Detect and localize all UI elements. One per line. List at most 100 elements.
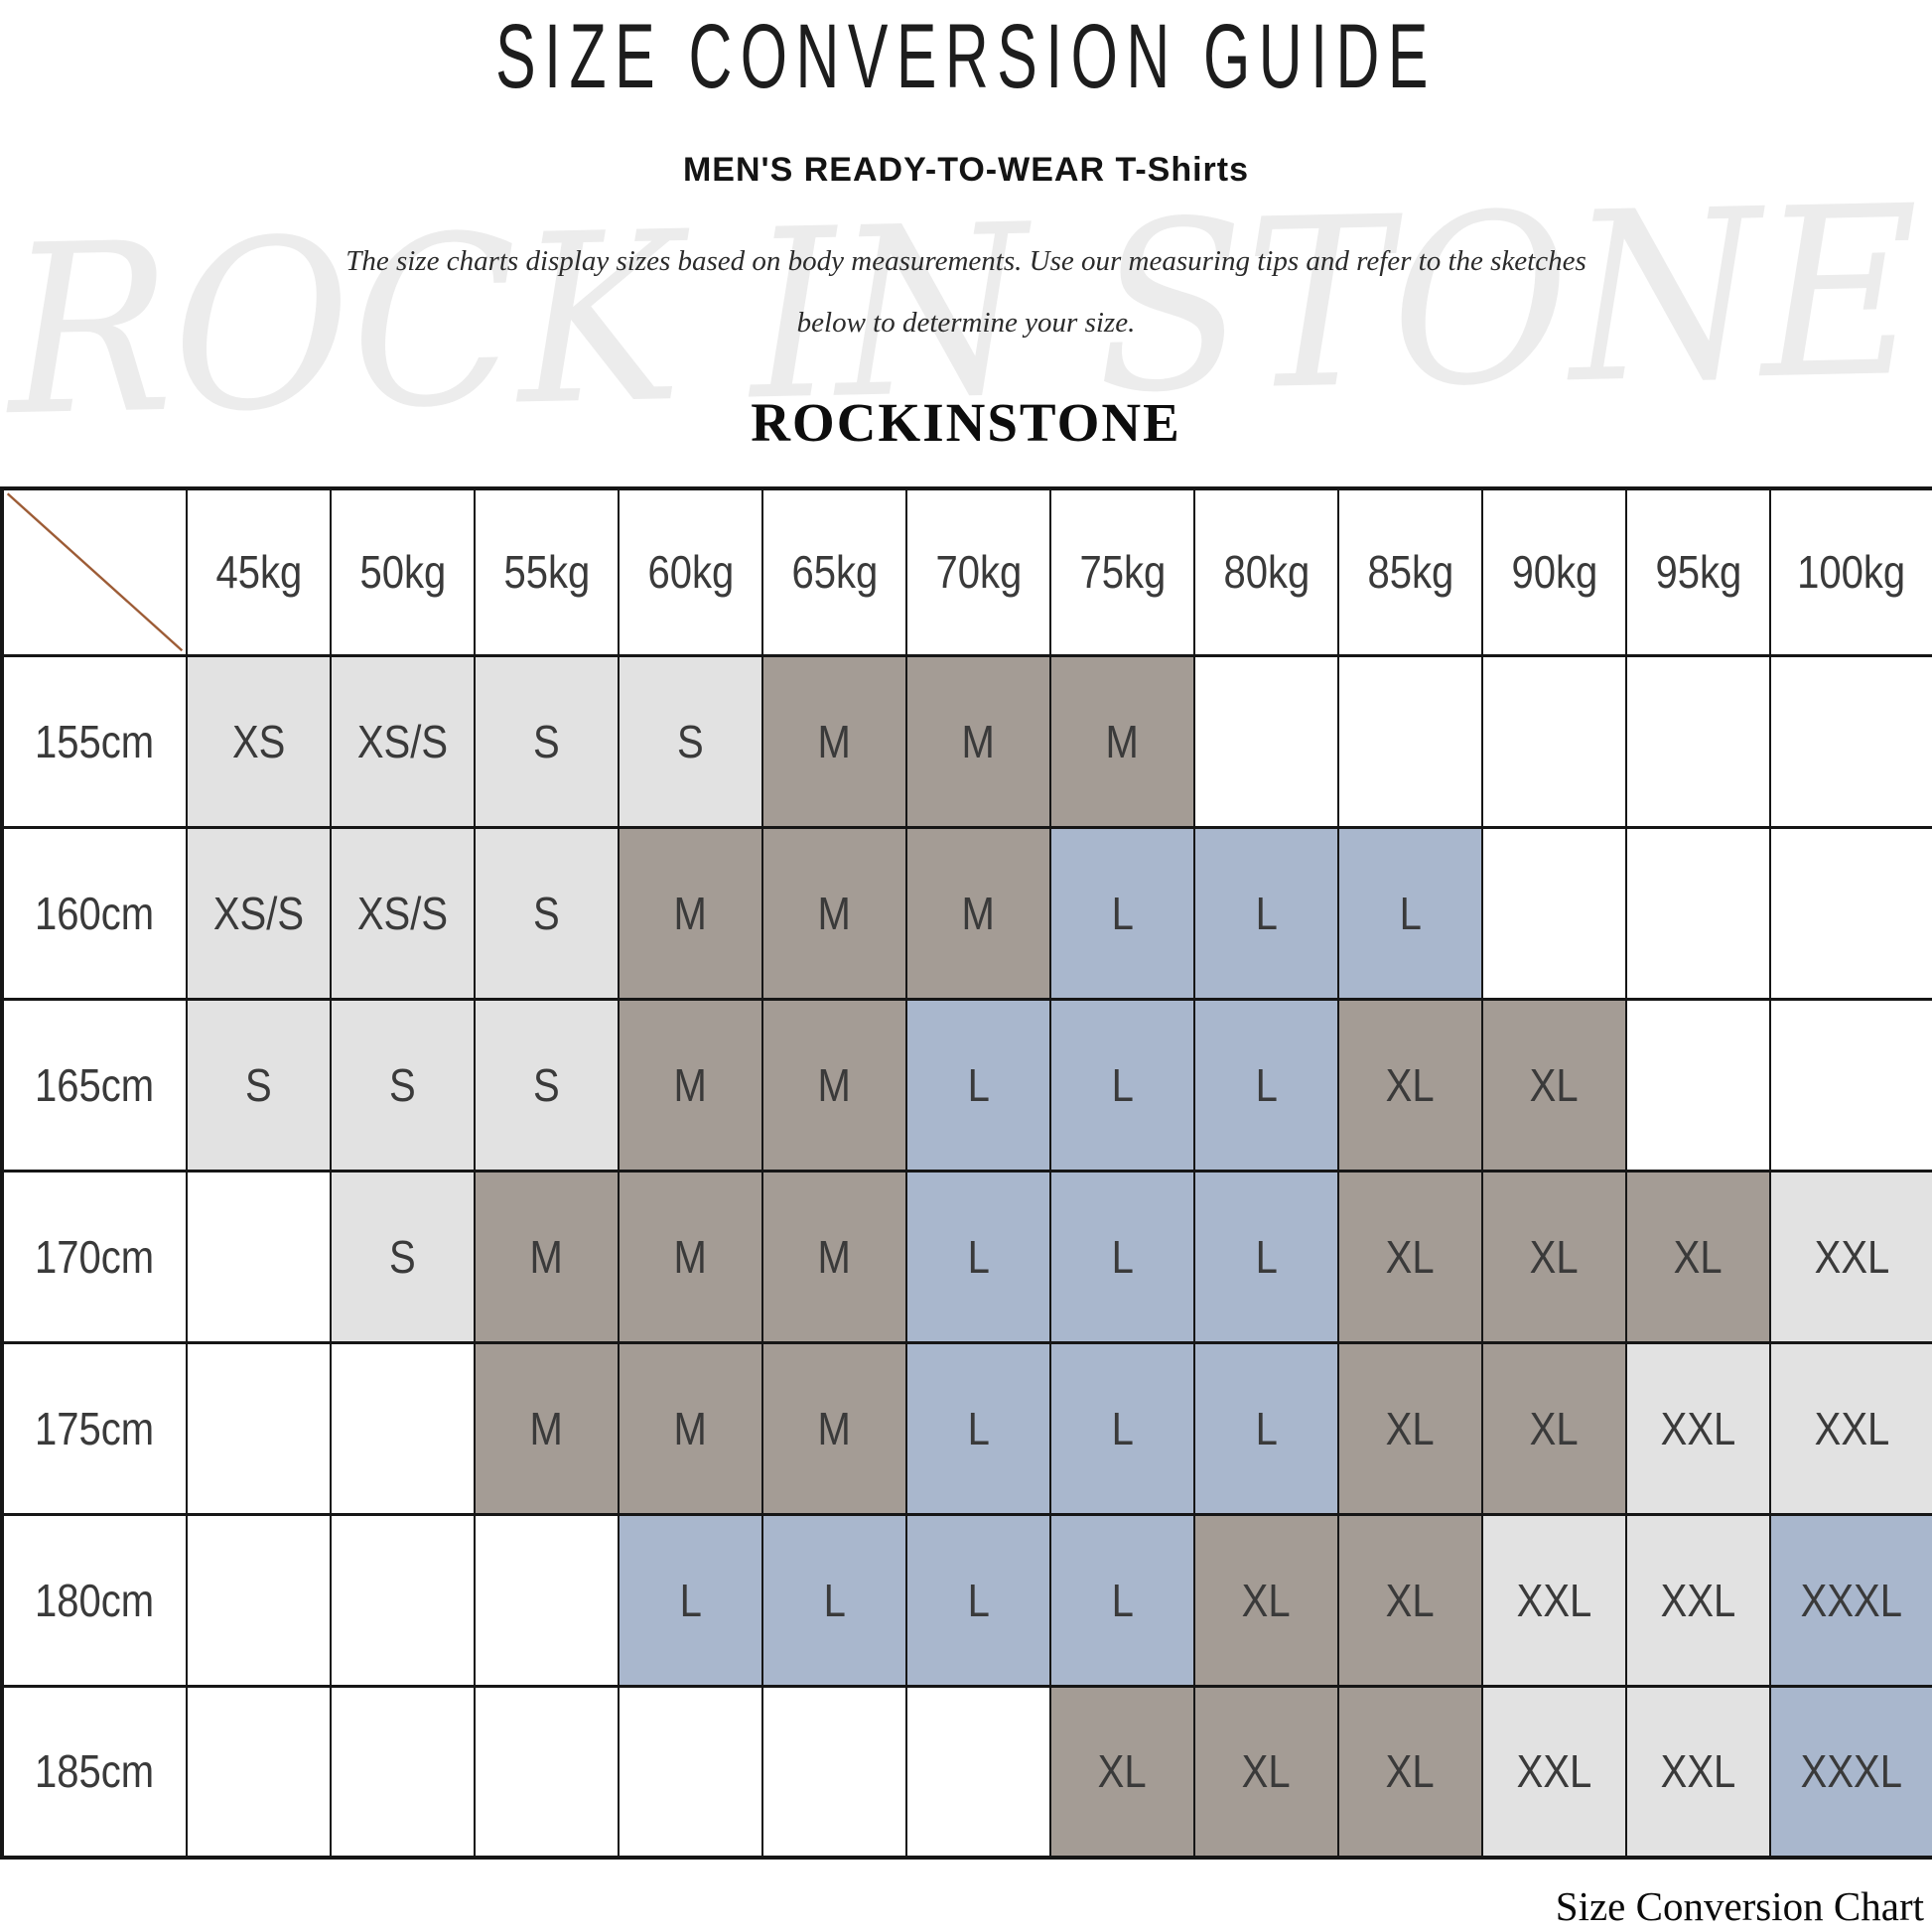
- size-cell: L: [905, 1340, 1051, 1516]
- size-cell: XXL: [1625, 1512, 1771, 1688]
- table-row: 180cm L L L L XL XL XXL XXL XXXL: [1, 1512, 1932, 1688]
- size-cell-text: L: [1111, 887, 1134, 939]
- size-cell: XS: [186, 653, 332, 829]
- size-cell: XL: [1193, 1512, 1339, 1688]
- size-cell-text: M: [961, 887, 996, 939]
- empty-cell: [186, 1684, 332, 1860]
- size-cell: M: [761, 653, 907, 829]
- size-cell-text: L: [967, 1058, 990, 1111]
- weight-header-label: 55kg: [503, 546, 590, 599]
- weight-header: 100kg: [1769, 486, 1932, 657]
- size-cell-text: L: [679, 1574, 702, 1626]
- height-label-text: 165cm: [35, 1058, 155, 1111]
- weight-header: 60kg: [618, 486, 763, 657]
- diagonal-line: [4, 490, 186, 654]
- size-cell: M: [618, 825, 763, 1001]
- weight-header-label: 65kg: [791, 546, 878, 599]
- empty-cell: [618, 1684, 763, 1860]
- size-cell-text: XXL: [1814, 1230, 1889, 1283]
- size-cell: XL: [1625, 1169, 1771, 1344]
- weight-header: 75kg: [1049, 486, 1195, 657]
- empty-cell: [186, 1512, 332, 1688]
- weight-header-label: 75kg: [1079, 546, 1166, 599]
- empty-cell: [186, 1169, 332, 1344]
- empty-cell: [1481, 825, 1627, 1001]
- size-cell-text: M: [817, 1230, 852, 1283]
- size-cell: S: [474, 653, 620, 829]
- size-cell-text: XL: [1386, 1402, 1435, 1454]
- size-cell-text: XL: [1242, 1574, 1291, 1626]
- size-cell-text: XL: [1386, 1058, 1435, 1111]
- size-cell-text: S: [533, 1058, 560, 1111]
- size-cell: XL: [1337, 1512, 1483, 1688]
- size-cell: M: [761, 1169, 907, 1344]
- size-cell-text: S: [245, 1058, 272, 1111]
- empty-cell: [474, 1512, 620, 1688]
- brand-name: ROCKINSTONE: [751, 392, 1181, 453]
- description-text: The size charts display sizes based on b…: [0, 230, 1932, 353]
- size-cell: XL: [1481, 1340, 1627, 1516]
- table-row: 185cm XL XL XL XXL XXL XXXL: [1, 1684, 1932, 1860]
- size-cell-text: L: [1255, 887, 1278, 939]
- size-cell: L: [1193, 825, 1339, 1001]
- size-cell: XS/S: [186, 825, 332, 1001]
- empty-cell: [1193, 653, 1339, 829]
- height-label-text: 185cm: [35, 1745, 155, 1798]
- empty-cell: [761, 1684, 907, 1860]
- size-cell: M: [474, 1340, 620, 1516]
- size-cell: XXL: [1769, 1340, 1932, 1516]
- size-cell: XL: [1049, 1684, 1195, 1860]
- description-line-2: below to determine your size.: [796, 307, 1136, 339]
- table-row: 165cm S S S M M L L L XL XL: [1, 997, 1932, 1173]
- height-label: 160cm: [1, 825, 188, 1001]
- size-cell: XL: [1337, 1169, 1483, 1344]
- size-cell: L: [905, 1169, 1051, 1344]
- size-cell-text: M: [673, 1058, 708, 1111]
- weight-header: 95kg: [1625, 486, 1771, 657]
- weight-header: 90kg: [1481, 486, 1627, 657]
- size-cell-text: S: [389, 1058, 416, 1111]
- size-cell: M: [618, 997, 763, 1173]
- size-cell: XL: [1337, 1684, 1483, 1860]
- size-cell: L: [1193, 997, 1339, 1173]
- size-cell: S: [474, 997, 620, 1173]
- size-cell-text: XS/S: [356, 887, 449, 939]
- table-row: 170cm S M M M L L L XL XL XL XXL: [1, 1169, 1932, 1344]
- size-cell: XL: [1481, 1169, 1627, 1344]
- size-cell: M: [474, 1169, 620, 1344]
- size-cell: S: [330, 997, 476, 1173]
- height-label-text: 180cm: [35, 1574, 155, 1626]
- size-cell-text: S: [533, 887, 560, 939]
- weight-header: 80kg: [1193, 486, 1339, 657]
- size-cell-text: XL: [1386, 1230, 1435, 1283]
- size-cell: L: [1049, 1512, 1195, 1688]
- size-cell-text: M: [817, 887, 852, 939]
- size-cell-text: M: [817, 1058, 852, 1111]
- height-label: 185cm: [1, 1684, 188, 1860]
- size-cell-text: M: [673, 1230, 708, 1283]
- size-cell-text: S: [389, 1230, 416, 1283]
- size-cell: M: [1049, 653, 1195, 829]
- page-title-text: SIZE CONVERSION GUIDE: [495, 6, 1437, 107]
- size-cell-text: L: [1255, 1058, 1278, 1111]
- height-label-text: 155cm: [35, 715, 155, 767]
- size-cell-text: XXL: [1516, 1574, 1592, 1626]
- size-cell: XL: [1337, 1340, 1483, 1516]
- size-cell: M: [761, 1340, 907, 1516]
- size-cell: M: [905, 825, 1051, 1001]
- size-cell-text: XXXL: [1800, 1574, 1903, 1626]
- size-cell-text: L: [1111, 1402, 1134, 1454]
- weight-header-label: 60kg: [647, 546, 734, 599]
- table-row: 155cm XS XS/S S S M M M: [1, 653, 1932, 829]
- size-cell-text: M: [529, 1230, 564, 1283]
- size-cell: L: [618, 1512, 763, 1688]
- description-line-1: The size charts display sizes based on b…: [345, 245, 1587, 277]
- size-cell-text: L: [967, 1402, 990, 1454]
- size-cell: L: [1337, 825, 1483, 1001]
- empty-cell: [1769, 825, 1932, 1001]
- height-label-text: 160cm: [35, 887, 155, 939]
- size-cell: L: [905, 1512, 1051, 1688]
- size-cell: L: [1049, 1340, 1195, 1516]
- size-cell: L: [905, 997, 1051, 1173]
